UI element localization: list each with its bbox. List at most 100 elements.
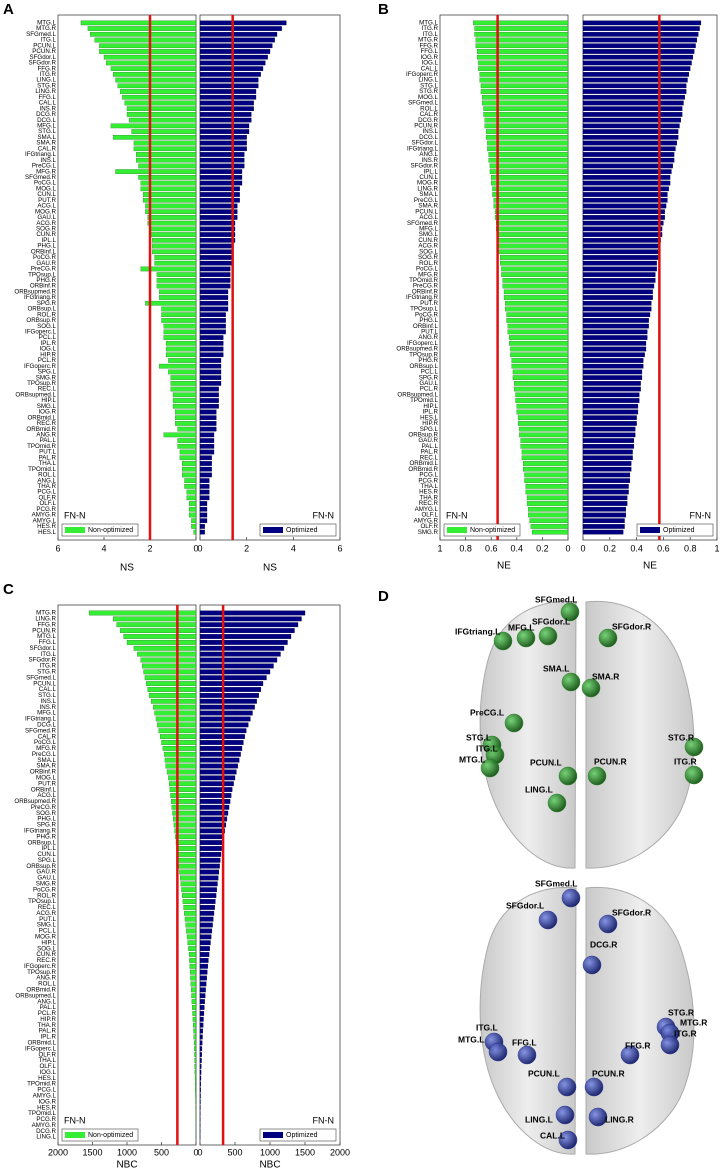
bar [199, 740, 244, 745]
bar [199, 415, 217, 421]
bar [582, 300, 652, 306]
node-label: SFGdor.R [612, 621, 651, 631]
category-label: HES.R [37, 523, 56, 530]
category-label: FFG.R [419, 42, 438, 49]
bar [582, 169, 672, 174]
bar [520, 438, 569, 443]
bar [199, 318, 226, 323]
category-label: REC.R [419, 500, 439, 507]
category-label: IOG.L [421, 60, 438, 67]
category-label: MOG.R [35, 208, 56, 215]
category-label: ORBinf.R [30, 769, 57, 776]
bar [582, 266, 657, 272]
legend-swatch [263, 527, 283, 533]
category-label: SPG.R [37, 300, 57, 307]
bar [152, 237, 197, 243]
category-label: SFGdor.L [30, 645, 57, 652]
category-label: SFGmed.R [407, 220, 438, 227]
x-tick-label: 1000 [260, 1147, 280, 1157]
category-label: SOG.R [418, 254, 438, 261]
bar [199, 681, 264, 686]
bar [182, 472, 197, 478]
bar [199, 152, 245, 157]
bar [473, 20, 569, 26]
bar [152, 243, 197, 249]
category-label: DCG.L [37, 721, 56, 728]
bar [168, 369, 197, 375]
bar [582, 117, 681, 123]
bar [501, 272, 569, 277]
bar [199, 363, 222, 369]
bar [199, 963, 208, 969]
category-label: PUT.L [39, 449, 56, 456]
bar [199, 958, 209, 963]
category-label: IPL.L [424, 168, 439, 175]
bar [582, 31, 699, 37]
bar [507, 329, 569, 335]
bar [515, 398, 569, 403]
category-label: PUT.R [38, 780, 56, 787]
node-label: PCUN.L [528, 1068, 560, 1078]
bar [199, 243, 233, 249]
bar [172, 392, 197, 398]
bar [582, 449, 633, 455]
brain-node [598, 914, 618, 934]
category-label: SFGdor.L [412, 140, 439, 147]
node-label: LING.L [525, 784, 553, 794]
category-label: TPOmid.R [27, 1081, 56, 1088]
bar [173, 816, 197, 822]
category-label: TPOsup.R [27, 969, 56, 976]
bar [199, 669, 271, 675]
bar [582, 129, 679, 134]
bar [582, 398, 640, 403]
category-label: IFGtriang.R [406, 294, 439, 301]
category-label: STG.L [38, 692, 56, 699]
category-label: REC.L [420, 454, 439, 461]
category-label: ORBsupmed.L [397, 391, 438, 398]
category-label: REC.R [37, 420, 57, 427]
bar [199, 220, 236, 226]
category-label: MOG.R [417, 180, 438, 187]
legend-label: Optimized [663, 527, 695, 534]
category-label: ANG.L [37, 998, 56, 1005]
category-label: INS.R [39, 105, 56, 112]
category-label: ORBinf.L [31, 248, 57, 255]
bar [199, 1011, 205, 1016]
bar [195, 1087, 197, 1093]
node-label: STG.R [668, 1007, 694, 1017]
category-label: ORBsupmed.R [14, 288, 56, 295]
category-label: GAU.L [419, 380, 438, 387]
bar [199, 928, 213, 934]
bar [476, 54, 569, 60]
category-label: MFG.R [36, 168, 56, 175]
category-label: PCG.L [419, 472, 438, 479]
bar [582, 340, 647, 346]
x-tick-label: 0 [580, 543, 585, 553]
category-label: PoCG.R [33, 886, 57, 893]
bar [525, 484, 569, 489]
bar [199, 751, 241, 757]
bar [582, 283, 655, 289]
bar [163, 432, 197, 438]
x-tick-label: 0.4 [630, 543, 643, 553]
x-axis-label: NE [643, 561, 657, 572]
bar [199, 403, 219, 409]
category-label: PCUN.L [415, 208, 438, 215]
bar [582, 501, 628, 506]
category-label: PCL.R [420, 386, 439, 393]
bar [582, 175, 671, 180]
bar [582, 409, 639, 415]
category-label: PCG.R [36, 506, 56, 513]
bar [508, 335, 569, 340]
bar [88, 610, 197, 616]
category-label: AMYG.R [32, 512, 57, 519]
brain-node [588, 1107, 608, 1127]
category-label: GAU.R [36, 260, 56, 267]
bar [182, 461, 197, 466]
legend-label: Non-optimized [88, 1132, 133, 1139]
node-label: FFG.R [625, 1040, 651, 1050]
bar [199, 31, 278, 37]
bar [199, 20, 287, 26]
bar [582, 66, 691, 71]
category-label: PCG.R [36, 1116, 56, 1123]
